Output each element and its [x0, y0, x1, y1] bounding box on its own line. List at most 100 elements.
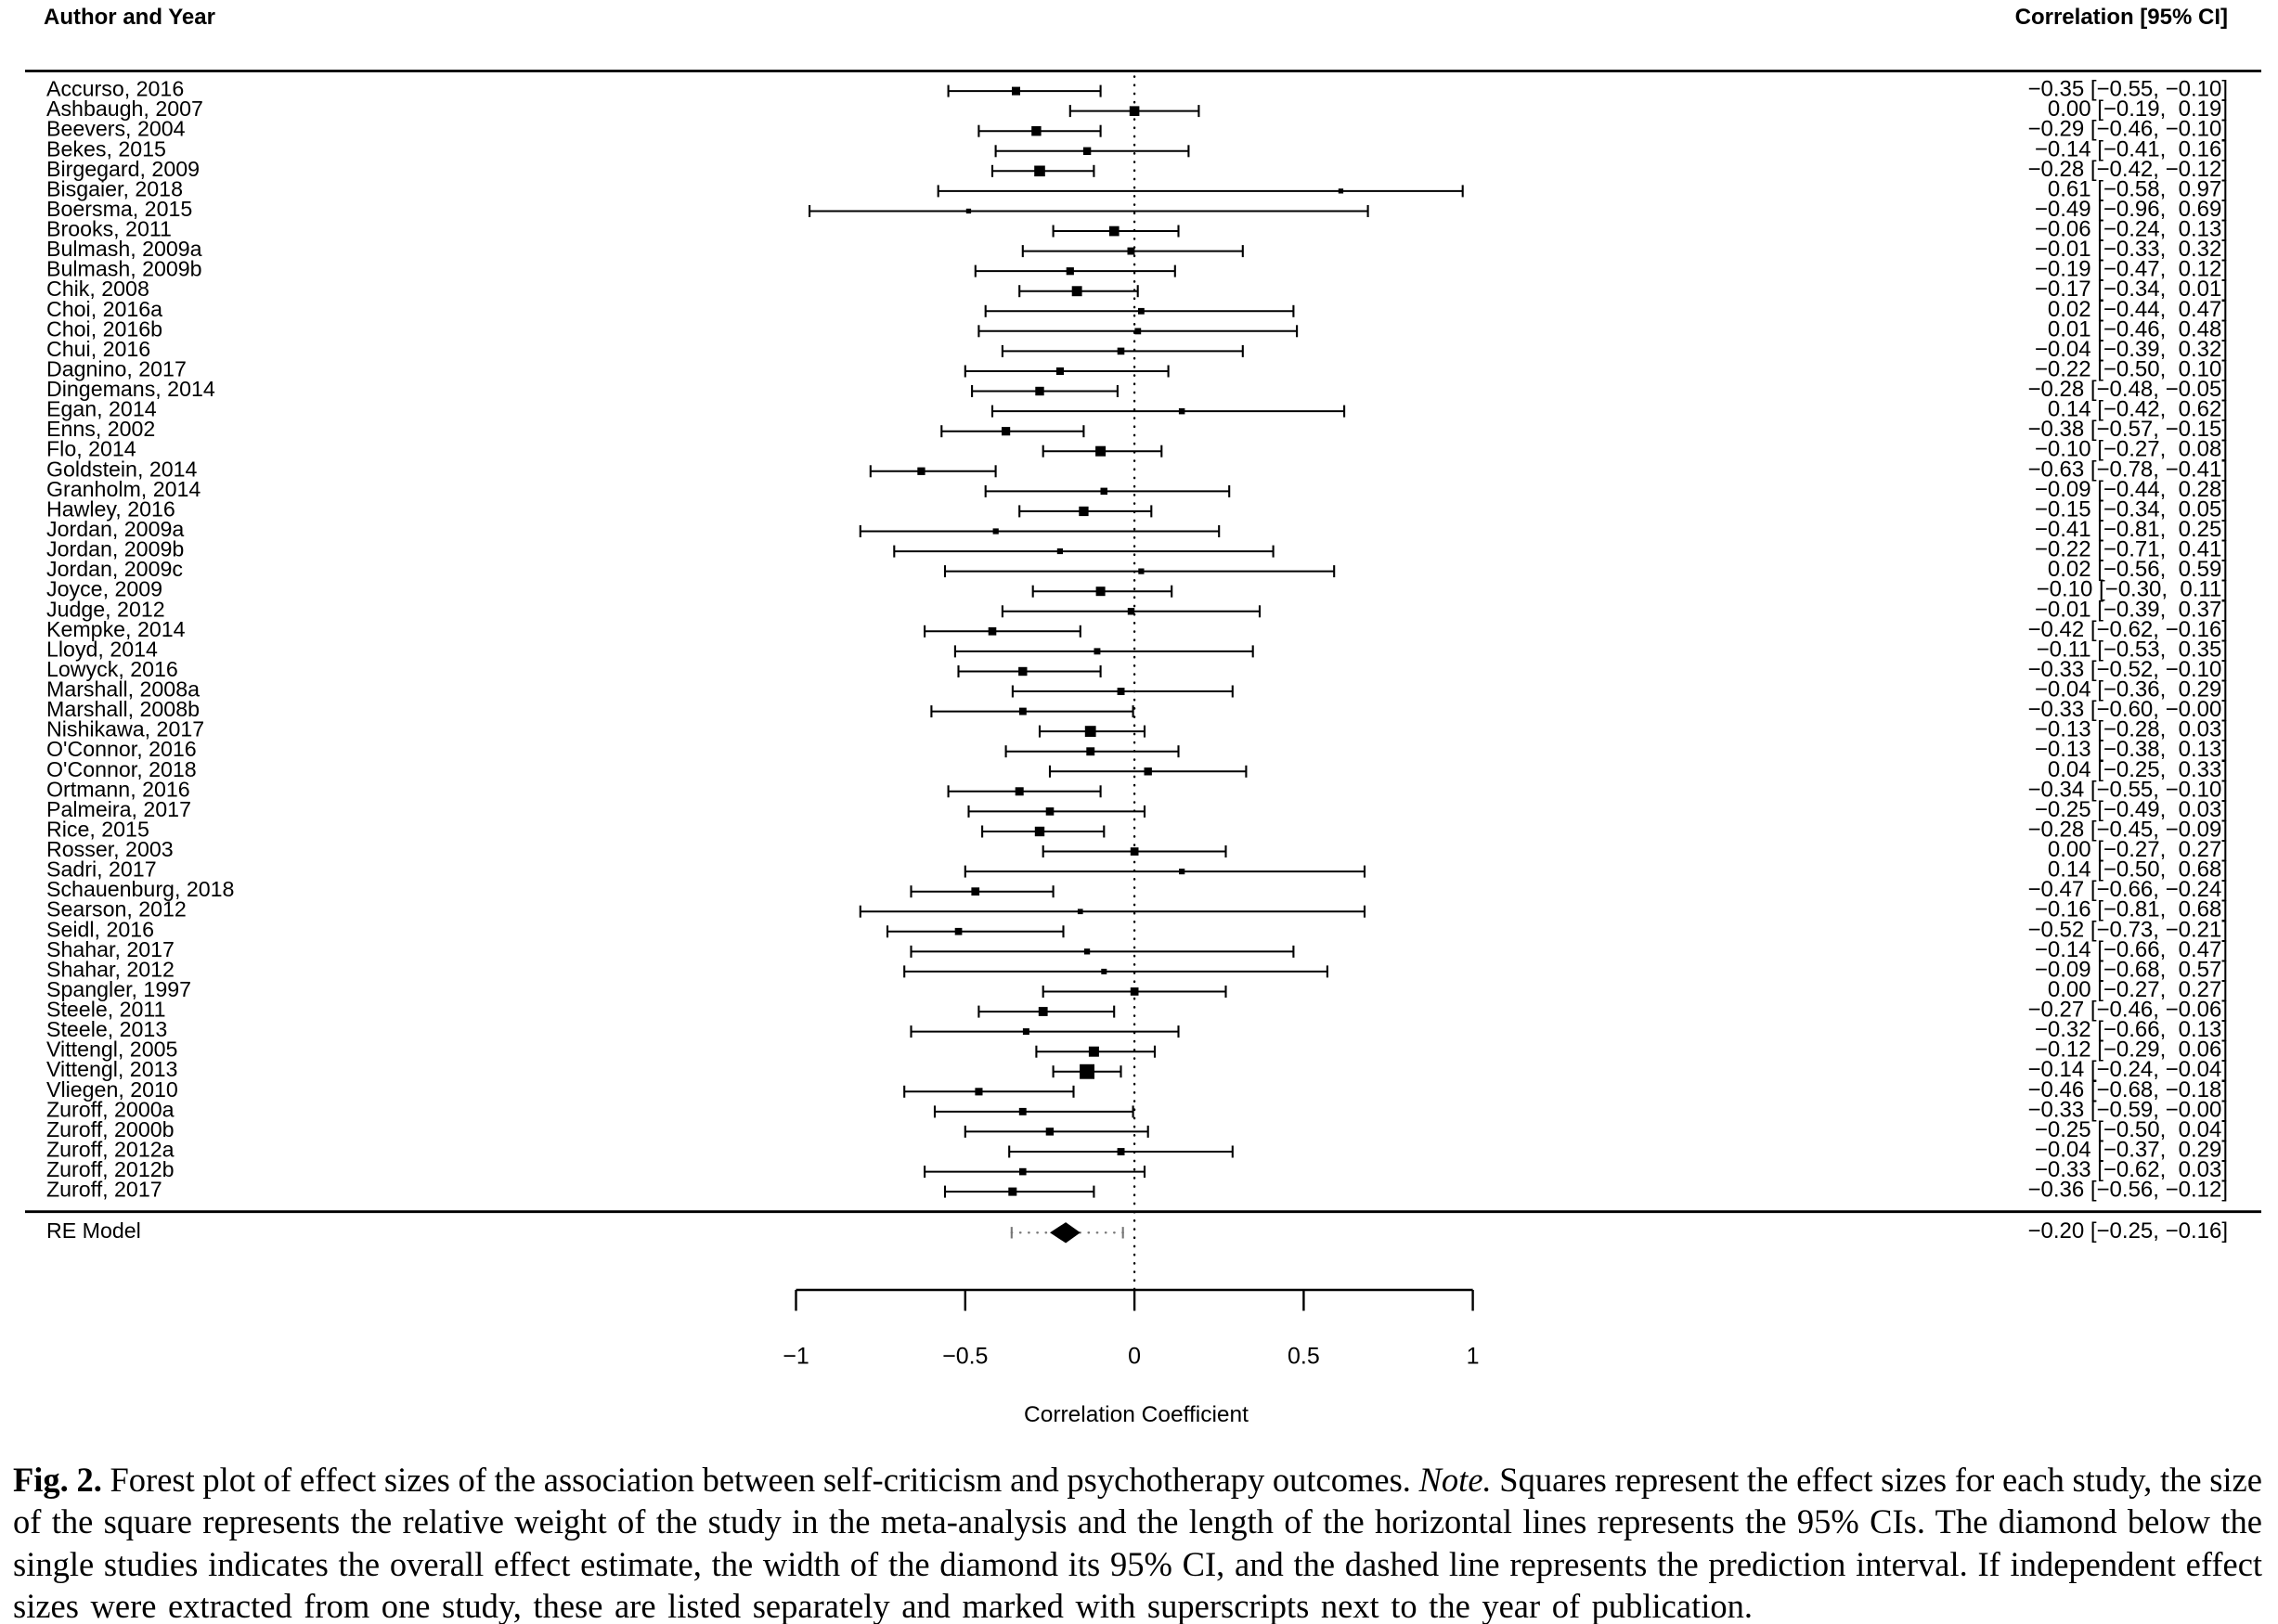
svg-text:O'Connor, 2016: O'Connor, 2016	[46, 737, 197, 761]
svg-text:−0.28 [−0.42, −0.12]: −0.28 [−0.42, −0.12]	[2027, 157, 2228, 182]
svg-text:−0.16 [−0.81, 0.68]: −0.16 [−0.81, 0.68]	[2035, 897, 2228, 922]
svg-text:−0.46 [−0.68, −0.18]: −0.46 [−0.68, −0.18]	[2027, 1077, 2228, 1102]
svg-text:Beevers, 2004: Beevers, 2004	[46, 117, 186, 141]
svg-text:Accurso, 2016: Accurso, 2016	[46, 77, 184, 101]
svg-text:−0.11 [−0.53, 0.35]: −0.11 [−0.53, 0.35]	[2037, 637, 2228, 662]
svg-text:RE Model: RE Model	[46, 1218, 141, 1243]
svg-text:Marshall, 2008a: Marshall, 2008a	[46, 677, 200, 702]
svg-text:Chui, 2016: Chui, 2016	[46, 337, 150, 361]
svg-text:Judge, 2012: Judge, 2012	[46, 597, 165, 621]
svg-text:Rice, 2015: Rice, 2015	[46, 818, 149, 842]
svg-text:Nishikawa, 2017: Nishikawa, 2017	[46, 717, 204, 741]
svg-text:Granholm, 2014: Granholm, 2014	[46, 477, 201, 501]
svg-text:Kempke, 2014: Kempke, 2014	[46, 617, 186, 641]
svg-text:−0.01 [−0.39, 0.37]: −0.01 [−0.39, 0.37]	[2035, 597, 2228, 622]
svg-text:−0.25 [−0.49, 0.03]: −0.25 [−0.49, 0.03]	[2035, 797, 2228, 822]
svg-text:Dingemans, 2014: Dingemans, 2014	[46, 377, 215, 401]
svg-text:−0.28 [−0.48, −0.05]: −0.28 [−0.48, −0.05]	[2027, 377, 2228, 402]
svg-text:Vliegen, 2010: Vliegen, 2010	[46, 1077, 178, 1102]
svg-text:−0.35 [−0.55, −0.10]: −0.35 [−0.55, −0.10]	[2027, 77, 2228, 102]
svg-text:−0.14 [−0.41, 0.16]: −0.14 [−0.41, 0.16]	[2035, 136, 2228, 161]
svg-text:−0.04 [−0.39, 0.32]: −0.04 [−0.39, 0.32]	[2035, 337, 2228, 362]
svg-text:−0.14 [−0.24, −0.04]: −0.14 [−0.24, −0.04]	[2027, 1057, 2228, 1082]
svg-text:Brooks, 2011: Brooks, 2011	[46, 217, 172, 241]
svg-text:−0.33 [−0.59, −0.00]: −0.33 [−0.59, −0.00]	[2027, 1097, 2228, 1122]
svg-text:Birgegard, 2009: Birgegard, 2009	[46, 157, 200, 181]
svg-text:Zuroff, 2000b: Zuroff, 2000b	[46, 1117, 175, 1141]
svg-text:0.61 [−0.58, 0.97]: 0.61 [−0.58, 0.97]	[2041, 176, 2228, 201]
svg-text:−0.10 [−0.27, 0.08]: −0.10 [−0.27, 0.08]	[2035, 437, 2228, 462]
svg-text:−0.27 [−0.46, −0.06]: −0.27 [−0.46, −0.06]	[2027, 998, 2228, 1023]
svg-text:Steele, 2011: Steele, 2011	[46, 998, 166, 1022]
svg-text:Seidl, 2016: Seidl, 2016	[46, 917, 154, 941]
svg-text:Bisgaier, 2018: Bisgaier, 2018	[46, 176, 183, 200]
svg-text:Spangler, 1997: Spangler, 1997	[46, 977, 191, 1001]
svg-text:Enns, 2002: Enns, 2002	[46, 417, 155, 441]
svg-text:Vittengl, 2005: Vittengl, 2005	[46, 1038, 177, 1062]
svg-text:−0.10 [−0.30, 0.11]: −0.10 [−0.30, 0.11]	[2037, 577, 2228, 602]
svg-text:−0.52 [−0.73, −0.21]: −0.52 [−0.73, −0.21]	[2027, 917, 2228, 942]
svg-text:Author and Year: Author and Year	[44, 5, 215, 30]
svg-text:−0.41 [−0.81, 0.25]: −0.41 [−0.81, 0.25]	[2035, 517, 2228, 542]
svg-text:−0.28 [−0.45, −0.09]: −0.28 [−0.45, −0.09]	[2027, 818, 2228, 843]
svg-text:Choi, 2016a: Choi, 2016a	[46, 297, 162, 321]
svg-text:−0.36 [−0.56, −0.12]: −0.36 [−0.56, −0.12]	[2027, 1178, 2228, 1203]
svg-text:Lloyd, 2014: Lloyd, 2014	[46, 637, 158, 661]
svg-text:Zuroff, 2017: Zuroff, 2017	[46, 1178, 162, 1202]
svg-text:−0.06 [−0.24, 0.13]: −0.06 [−0.24, 0.13]	[2035, 217, 2228, 242]
svg-text:Jordan, 2009b: Jordan, 2009b	[46, 537, 184, 561]
svg-text:Marshall, 2008b: Marshall, 2008b	[46, 697, 200, 721]
svg-text:Flo, 2014: Flo, 2014	[46, 437, 136, 461]
svg-text:0.02 [−0.44, 0.47]: 0.02 [−0.44, 0.47]	[2041, 297, 2228, 322]
svg-text:0: 0	[1128, 1344, 1141, 1370]
svg-text:Jordan, 2009c: Jordan, 2009c	[46, 557, 183, 581]
svg-text:Egan, 2014: Egan, 2014	[46, 397, 157, 421]
svg-text:−0.33 [−0.60, −0.00]: −0.33 [−0.60, −0.00]	[2027, 697, 2228, 722]
svg-text:−0.32 [−0.66, 0.13]: −0.32 [−0.66, 0.13]	[2035, 1017, 2228, 1042]
svg-text:Zuroff, 2012b: Zuroff, 2012b	[46, 1157, 175, 1181]
svg-text:0.14 [−0.42, 0.62]: 0.14 [−0.42, 0.62]	[2041, 397, 2228, 422]
svg-text:Hawley, 2016: Hawley, 2016	[46, 496, 175, 521]
svg-text:−0.09 [−0.68, 0.57]: −0.09 [−0.68, 0.57]	[2035, 957, 2228, 982]
svg-text:−0.15 [−0.34, 0.05]: −0.15 [−0.34, 0.05]	[2035, 496, 2228, 522]
svg-text:Boersma, 2015: Boersma, 2015	[46, 197, 192, 221]
svg-text:Zuroff, 2012a: Zuroff, 2012a	[46, 1138, 175, 1162]
svg-text:−0.22 [−0.71, 0.41]: −0.22 [−0.71, 0.41]	[2035, 537, 2228, 562]
svg-text:−0.22 [−0.50, 0.10]: −0.22 [−0.50, 0.10]	[2035, 357, 2228, 382]
svg-text:−0.5: −0.5	[942, 1344, 988, 1370]
svg-text:−0.19 [−0.47, 0.12]: −0.19 [−0.47, 0.12]	[2035, 257, 2228, 282]
svg-text:Correlation [95% CI]: Correlation [95% CI]	[2015, 5, 2228, 30]
svg-text:Shahar, 2017: Shahar, 2017	[46, 937, 175, 961]
svg-text:0.00 [−0.27, 0.27]: 0.00 [−0.27, 0.27]	[2041, 977, 2228, 1002]
svg-text:0.02 [−0.56, 0.59]: 0.02 [−0.56, 0.59]	[2041, 557, 2228, 582]
svg-text:0.00 [−0.27, 0.27]: 0.00 [−0.27, 0.27]	[2041, 837, 2228, 862]
svg-text:−0.47 [−0.66, −0.24]: −0.47 [−0.66, −0.24]	[2027, 877, 2228, 902]
svg-text:−0.33 [−0.62, 0.03]: −0.33 [−0.62, 0.03]	[2035, 1157, 2228, 1182]
svg-text:−0.49 [−0.96, 0.69]: −0.49 [−0.96, 0.69]	[2035, 197, 2228, 222]
svg-text:Steele, 2013: Steele, 2013	[46, 1017, 167, 1041]
svg-text:−0.14 [−0.66, 0.47]: −0.14 [−0.66, 0.47]	[2035, 937, 2228, 962]
svg-text:Choi, 2016b: Choi, 2016b	[46, 316, 162, 341]
svg-text:Jordan, 2009a: Jordan, 2009a	[46, 517, 184, 541]
svg-text:Bekes, 2015: Bekes, 2015	[46, 136, 166, 161]
svg-text:Joyce, 2009: Joyce, 2009	[46, 577, 162, 601]
svg-text:Palmeira, 2017: Palmeira, 2017	[46, 797, 191, 821]
svg-text:−0.34 [−0.55, −0.10]: −0.34 [−0.55, −0.10]	[2027, 777, 2228, 802]
svg-text:Chik, 2008: Chik, 2008	[46, 277, 149, 301]
svg-text:−0.04 [−0.36, 0.29]: −0.04 [−0.36, 0.29]	[2035, 677, 2228, 702]
svg-text:−0.13 [−0.38, 0.13]: −0.13 [−0.38, 0.13]	[2035, 737, 2228, 762]
svg-text:Correlation Coefficient: Correlation Coefficient	[1024, 1402, 1249, 1427]
svg-text:−0.17 [−0.34, 0.01]: −0.17 [−0.34, 0.01]	[2035, 277, 2228, 302]
svg-text:Searson, 2012: Searson, 2012	[46, 897, 187, 922]
svg-text:Shahar, 2012: Shahar, 2012	[46, 957, 175, 981]
svg-text:−0.01 [−0.33, 0.32]: −0.01 [−0.33, 0.32]	[2035, 237, 2228, 262]
svg-text:−0.63 [−0.78, −0.41]: −0.63 [−0.78, −0.41]	[2027, 457, 2228, 482]
svg-text:0.04 [−0.25, 0.33]: 0.04 [−0.25, 0.33]	[2041, 757, 2228, 782]
svg-text:0.00 [−0.19, 0.19]: 0.00 [−0.19, 0.19]	[2041, 97, 2228, 122]
svg-text:Goldstein, 2014: Goldstein, 2014	[46, 457, 198, 481]
svg-text:−0.33 [−0.52, −0.10]: −0.33 [−0.52, −0.10]	[2027, 657, 2228, 682]
svg-text:−0.42 [−0.62, −0.16]: −0.42 [−0.62, −0.16]	[2027, 617, 2228, 642]
svg-text:−0.25 [−0.50, 0.04]: −0.25 [−0.50, 0.04]	[2035, 1117, 2228, 1142]
svg-text:−1: −1	[783, 1344, 809, 1370]
svg-text:0.5: 0.5	[1288, 1344, 1320, 1370]
